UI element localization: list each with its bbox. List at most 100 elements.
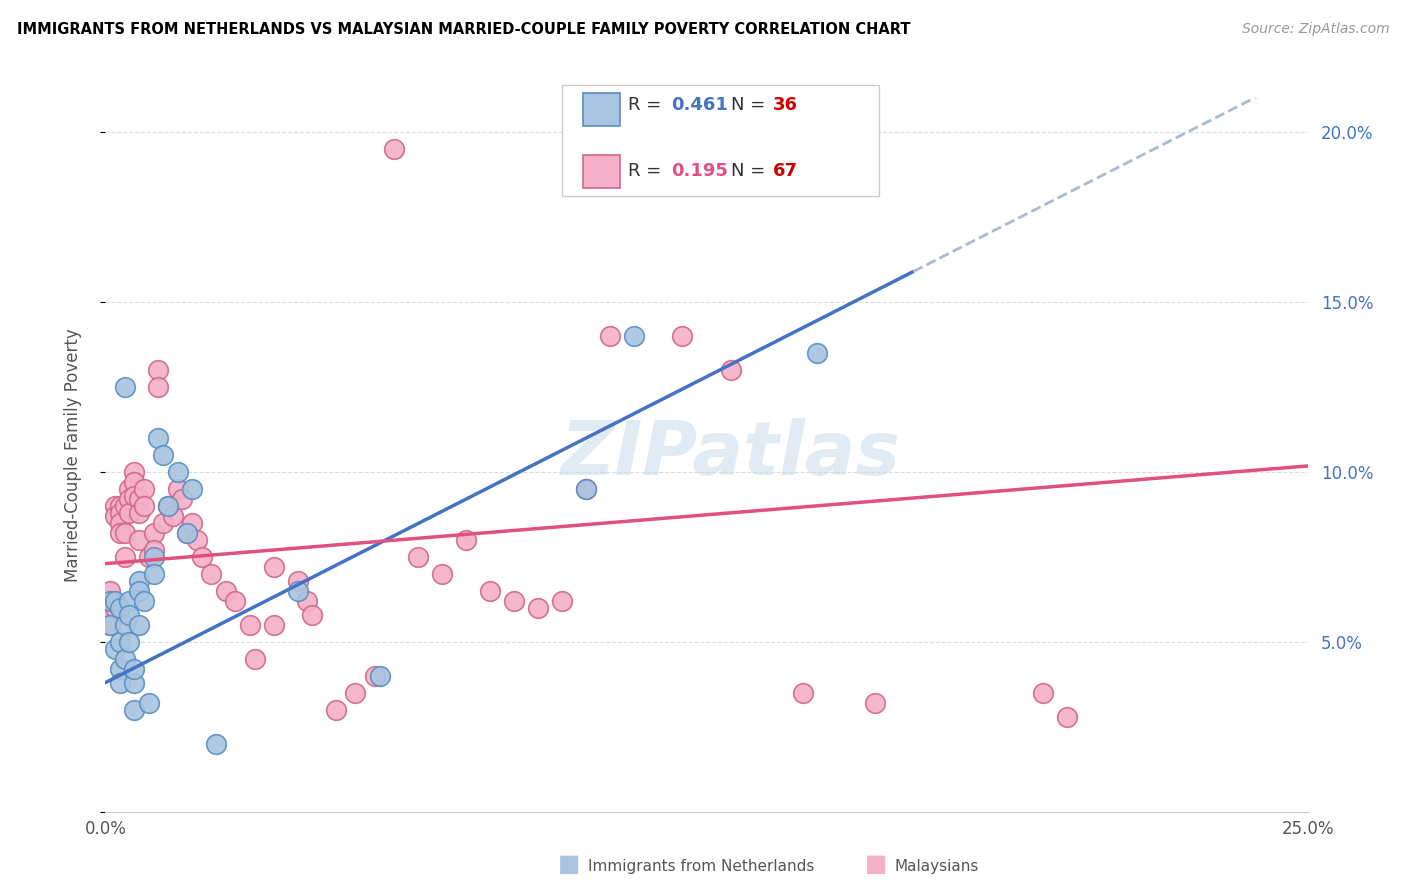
Text: 67: 67 <box>773 162 799 180</box>
Point <box>575 482 598 496</box>
Point <box>166 482 188 496</box>
Point <box>108 526 131 541</box>
Point <box>172 492 194 507</box>
Point <box>200 566 222 581</box>
Text: 36: 36 <box>773 96 799 114</box>
Text: Malaysians: Malaysians <box>894 859 979 874</box>
Point <box>142 543 165 558</box>
Point <box>263 617 285 632</box>
Point <box>114 499 136 513</box>
Text: 0.195: 0.195 <box>671 162 727 180</box>
Text: ZIPatlas: ZIPatlas <box>561 418 901 491</box>
Point <box>156 499 179 513</box>
Point <box>114 526 136 541</box>
Point <box>104 594 127 608</box>
Point <box>124 465 146 479</box>
Point <box>108 600 131 615</box>
Point <box>118 506 141 520</box>
Point <box>118 607 141 622</box>
Point <box>344 686 367 700</box>
Point <box>551 594 574 608</box>
Point <box>162 509 184 524</box>
Point <box>124 662 146 676</box>
Text: Source: ZipAtlas.com: Source: ZipAtlas.com <box>1241 22 1389 37</box>
Point <box>114 617 136 632</box>
Point <box>239 617 262 632</box>
Text: R =: R = <box>628 162 668 180</box>
Point <box>108 675 131 690</box>
Point <box>128 492 150 507</box>
Point <box>575 482 598 496</box>
Point <box>104 641 127 656</box>
Point <box>186 533 208 547</box>
Point <box>98 617 121 632</box>
Point <box>181 516 204 530</box>
Text: 0.461: 0.461 <box>671 96 727 114</box>
Point <box>1056 709 1078 723</box>
Point <box>430 566 453 581</box>
Point <box>863 696 886 710</box>
Point <box>792 686 814 700</box>
Point <box>142 566 165 581</box>
Point <box>138 549 160 564</box>
Point <box>98 600 121 615</box>
Point <box>599 329 621 343</box>
Point <box>152 516 174 530</box>
Point <box>128 506 150 520</box>
Point <box>108 506 131 520</box>
Point <box>263 560 285 574</box>
Point <box>128 583 150 598</box>
Point <box>301 607 323 622</box>
Text: ■: ■ <box>558 852 581 876</box>
Point <box>406 549 429 564</box>
Point <box>124 703 146 717</box>
Point <box>454 533 477 547</box>
Point <box>176 526 198 541</box>
Point <box>527 600 550 615</box>
Point <box>104 509 127 524</box>
Y-axis label: Married-Couple Family Poverty: Married-Couple Family Poverty <box>63 328 82 582</box>
Point <box>142 526 165 541</box>
Point <box>297 594 319 608</box>
Point <box>114 652 136 666</box>
Point <box>148 431 170 445</box>
Point <box>118 482 141 496</box>
Point <box>152 448 174 462</box>
Point <box>181 482 204 496</box>
Point <box>287 574 309 588</box>
Point <box>325 703 347 717</box>
Point <box>124 675 146 690</box>
Point <box>114 549 136 564</box>
Point <box>142 549 165 564</box>
Point <box>148 363 170 377</box>
Point <box>124 489 146 503</box>
Point <box>214 583 236 598</box>
Point <box>104 499 127 513</box>
Point <box>124 475 146 489</box>
Point <box>132 594 155 608</box>
Point <box>166 465 188 479</box>
Point <box>224 594 246 608</box>
Point <box>623 329 645 343</box>
Point <box>138 696 160 710</box>
Point <box>98 594 121 608</box>
Point <box>128 574 150 588</box>
Point <box>382 142 405 156</box>
Point <box>118 594 141 608</box>
Point <box>190 549 212 564</box>
Point <box>156 499 179 513</box>
Point <box>1032 686 1054 700</box>
Point <box>176 526 198 541</box>
Text: N =: N = <box>731 96 770 114</box>
Text: ■: ■ <box>865 852 887 876</box>
Point <box>108 635 131 649</box>
Point <box>108 499 131 513</box>
Point <box>720 363 742 377</box>
Point <box>132 482 155 496</box>
Point <box>479 583 502 598</box>
Point <box>503 594 526 608</box>
Point <box>118 635 141 649</box>
Point <box>118 492 141 507</box>
Point <box>108 662 131 676</box>
Point <box>671 329 693 343</box>
